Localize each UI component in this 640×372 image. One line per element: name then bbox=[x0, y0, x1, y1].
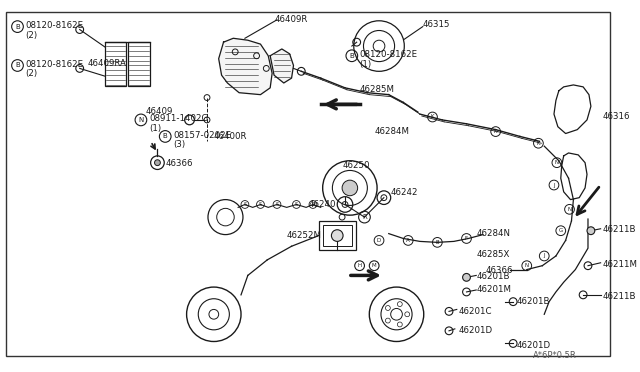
Text: B: B bbox=[15, 23, 20, 30]
Circle shape bbox=[332, 230, 343, 241]
Bar bbox=[128, 42, 150, 86]
Text: 46240: 46240 bbox=[309, 200, 337, 209]
Text: (1): (1) bbox=[150, 124, 162, 133]
Text: R: R bbox=[362, 214, 367, 220]
Text: 46250: 46250 bbox=[342, 161, 370, 170]
Circle shape bbox=[342, 180, 358, 196]
Text: 46316: 46316 bbox=[603, 112, 630, 121]
Text: B: B bbox=[163, 134, 168, 140]
Polygon shape bbox=[270, 49, 294, 83]
Text: M: M bbox=[372, 263, 376, 268]
Text: 08120-8162E: 08120-8162E bbox=[25, 60, 83, 69]
Text: 46285X: 46285X bbox=[476, 250, 509, 259]
Circle shape bbox=[587, 227, 595, 235]
Circle shape bbox=[463, 273, 470, 281]
Text: J: J bbox=[553, 183, 555, 187]
Polygon shape bbox=[219, 38, 272, 94]
Text: N: N bbox=[525, 263, 529, 268]
Text: K: K bbox=[537, 141, 540, 146]
Text: 46211B: 46211B bbox=[603, 225, 636, 234]
Text: K: K bbox=[494, 129, 497, 134]
Text: S: S bbox=[312, 202, 314, 207]
Text: S: S bbox=[243, 202, 246, 207]
Text: 46201B: 46201B bbox=[476, 273, 509, 282]
Text: S: S bbox=[259, 202, 262, 207]
Text: 46284M: 46284M bbox=[374, 127, 409, 136]
Text: 46201C: 46201C bbox=[459, 307, 492, 315]
Text: 46315: 46315 bbox=[423, 20, 451, 29]
Text: (1): (1) bbox=[360, 60, 372, 69]
Text: F: F bbox=[465, 236, 468, 241]
Text: A: A bbox=[406, 238, 410, 243]
Text: G: G bbox=[559, 228, 563, 233]
Text: 46201M: 46201M bbox=[476, 285, 511, 294]
Text: 46201D: 46201D bbox=[517, 340, 551, 350]
Text: 46366: 46366 bbox=[165, 159, 193, 168]
Text: B: B bbox=[15, 62, 20, 68]
Text: A*6P*0.5R: A*6P*0.5R bbox=[532, 351, 577, 360]
Text: 08120-8162E: 08120-8162E bbox=[25, 21, 83, 30]
Text: D: D bbox=[377, 238, 381, 243]
Text: N: N bbox=[138, 117, 143, 123]
Text: 46400R: 46400R bbox=[214, 132, 247, 141]
Text: N: N bbox=[568, 207, 572, 212]
Text: 08911-1402G: 08911-1402G bbox=[150, 114, 209, 123]
Text: 46211B: 46211B bbox=[603, 292, 636, 301]
Text: B: B bbox=[436, 240, 439, 245]
Text: (3): (3) bbox=[173, 140, 185, 149]
Text: 46284N: 46284N bbox=[476, 229, 510, 238]
Text: S: S bbox=[295, 202, 298, 207]
Text: H: H bbox=[358, 263, 362, 268]
Circle shape bbox=[154, 160, 161, 166]
Text: 46409: 46409 bbox=[146, 107, 173, 116]
Text: 08120-8162E: 08120-8162E bbox=[360, 50, 418, 59]
Text: 46201B: 46201B bbox=[517, 297, 550, 306]
Text: S: S bbox=[275, 202, 278, 207]
Text: 46201D: 46201D bbox=[459, 326, 493, 335]
Text: 46242: 46242 bbox=[390, 188, 418, 197]
Text: N: N bbox=[555, 160, 559, 165]
Bar bbox=[319, 221, 356, 250]
Text: 46409R: 46409R bbox=[274, 15, 307, 24]
Text: 46252M: 46252M bbox=[287, 231, 322, 240]
Bar bbox=[323, 225, 352, 246]
Text: (2): (2) bbox=[25, 31, 37, 39]
Text: 46366: 46366 bbox=[486, 266, 513, 275]
Text: J: J bbox=[543, 253, 545, 259]
Text: 46409RA: 46409RA bbox=[88, 59, 126, 68]
Text: 46211M: 46211M bbox=[603, 260, 637, 269]
Bar bbox=[105, 42, 126, 86]
Text: 08157-0202E: 08157-0202E bbox=[173, 131, 231, 140]
Text: (2): (2) bbox=[25, 69, 37, 78]
Text: K: K bbox=[431, 115, 434, 119]
Text: 46285M: 46285M bbox=[360, 85, 395, 94]
Text: B: B bbox=[349, 53, 354, 59]
